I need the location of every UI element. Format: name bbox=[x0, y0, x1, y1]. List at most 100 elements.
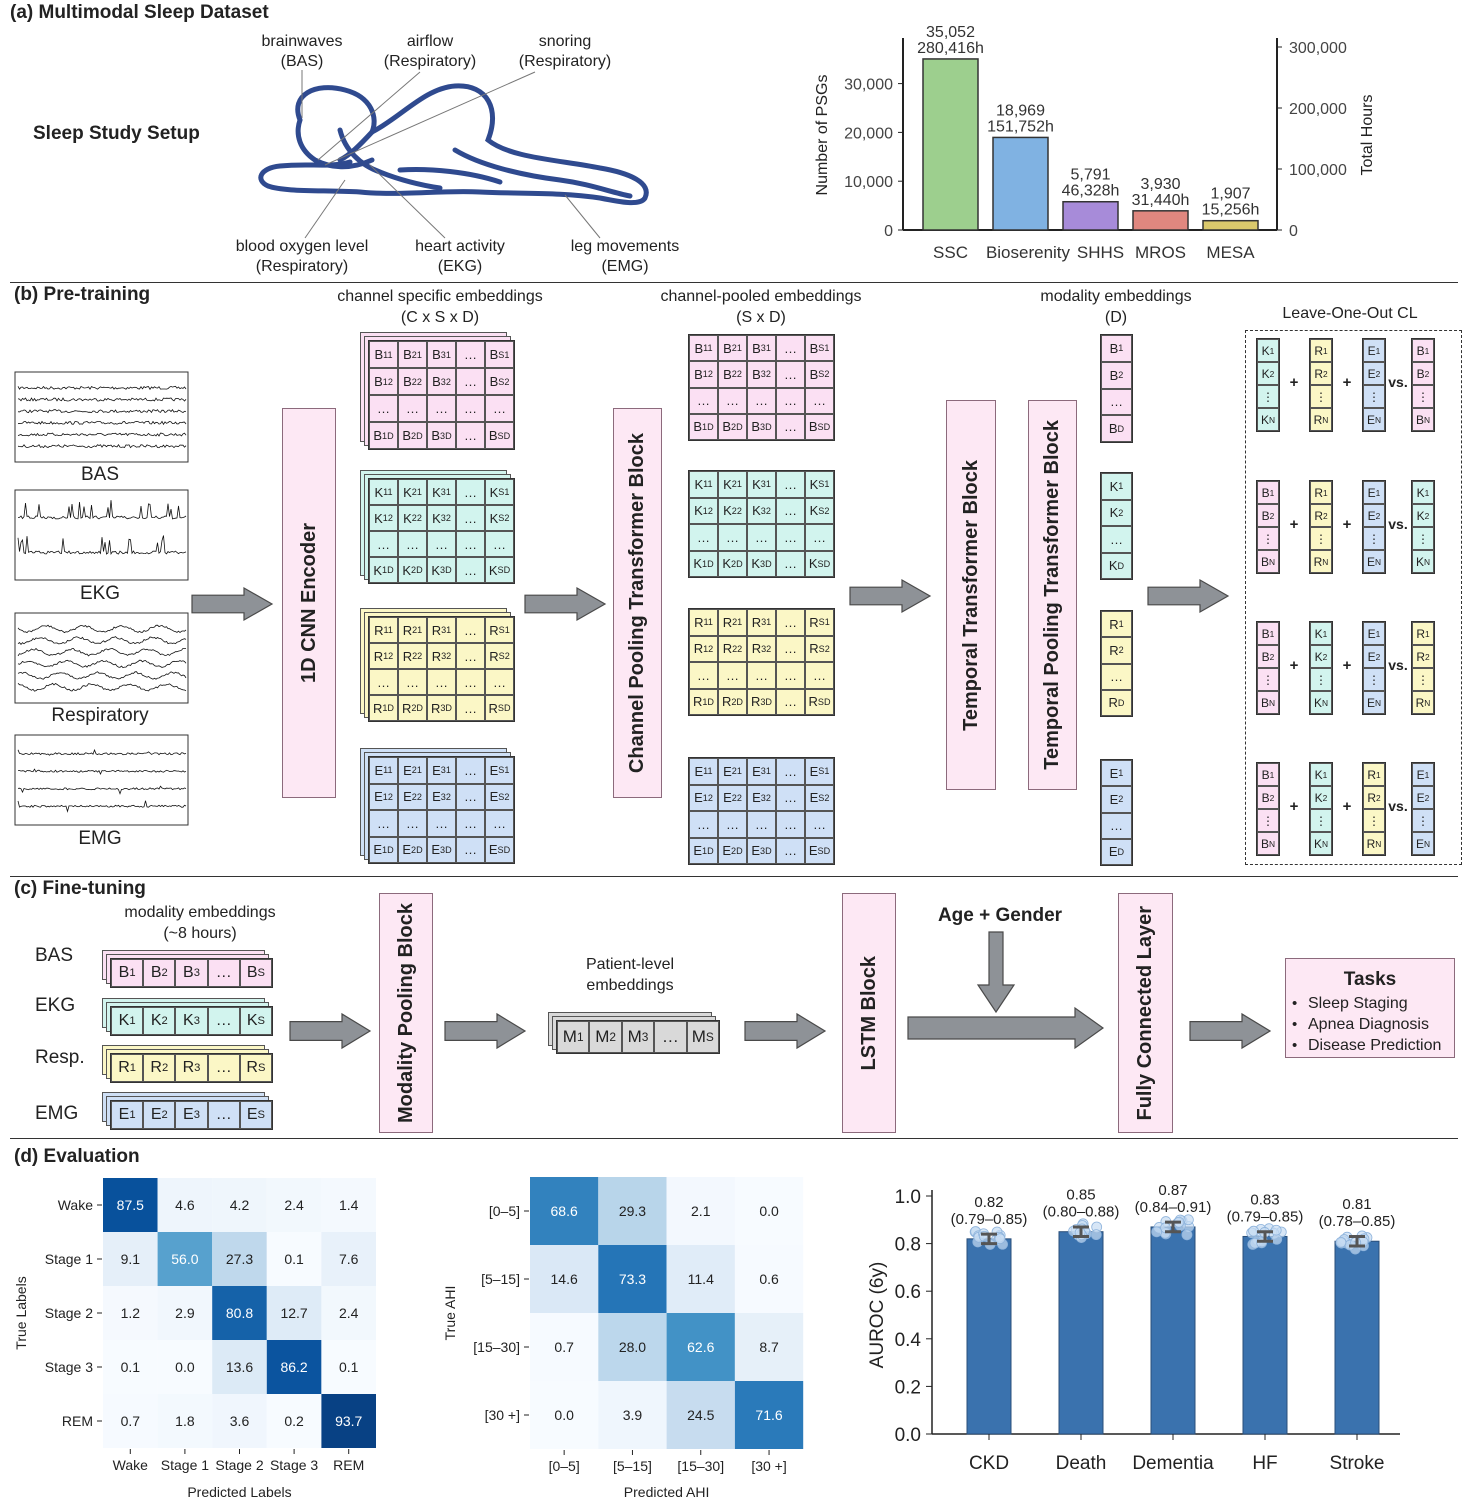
embedding-cell: ⋮ bbox=[1363, 809, 1385, 832]
heatmap-cell-value: 0.7 bbox=[121, 1413, 141, 1429]
lstm-block-label: LSTM Block bbox=[857, 955, 880, 1071]
embedding-cell: B 21 bbox=[398, 341, 427, 368]
heatmap-cell bbox=[321, 1178, 376, 1232]
bas-signal-trace bbox=[17, 385, 187, 391]
flow-arrow-icon bbox=[849, 578, 932, 614]
embedding-cell: E 32 bbox=[747, 784, 776, 811]
embedding-cell: K 2D bbox=[718, 550, 747, 577]
embedding-cell: … bbox=[1101, 388, 1132, 416]
channel-specific-dims: (C x S x D) bbox=[400, 309, 480, 326]
heatmap-cell bbox=[212, 1340, 267, 1394]
lstm-block: LSTM Block bbox=[842, 893, 896, 1133]
modality-embedding-column: R 1 R 2… R D bbox=[1100, 610, 1133, 717]
bar-ssc bbox=[922, 58, 979, 231]
cnn-encoder-block-label: 1D CNN Encoder bbox=[297, 522, 320, 684]
heatmap-cell bbox=[666, 1177, 735, 1245]
embedding-cell: … bbox=[456, 757, 485, 784]
embedding-cell: K S1 bbox=[805, 471, 834, 498]
embedding-cell: E 11 bbox=[369, 757, 398, 784]
heatmap-cell bbox=[321, 1394, 376, 1448]
y-tick-label: [0–5] bbox=[489, 1203, 520, 1219]
sensor-leader-line bbox=[304, 179, 346, 239]
sensor-leader-line bbox=[324, 71, 536, 166]
heatmap-cell bbox=[530, 1177, 599, 1245]
embedding-cell: B 32 bbox=[427, 368, 456, 395]
embedding-cell: B 32 bbox=[747, 361, 776, 388]
embedding-cell: … bbox=[398, 669, 427, 695]
heatmap-cell-value: 93.7 bbox=[335, 1413, 362, 1429]
error-bar bbox=[981, 1232, 997, 1246]
heatmap-cell bbox=[598, 1245, 667, 1313]
channel-pooled-title: channel-pooled embeddings bbox=[660, 288, 862, 305]
flow-arrow-icon bbox=[191, 586, 274, 622]
heatmap-cell-value: 2.1 bbox=[691, 1203, 711, 1219]
embedding-cell: … bbox=[689, 662, 718, 689]
embedding-cell: R 31 bbox=[427, 617, 456, 643]
y-axis-label: True Labels bbox=[13, 1276, 29, 1349]
x-tick-label: CKD bbox=[969, 1453, 1009, 1474]
x-tick-label: [5–15] bbox=[613, 1458, 652, 1474]
heatmap-cell bbox=[666, 1245, 735, 1313]
modality-embedding-column: K 1 K 2… K D bbox=[1100, 472, 1133, 580]
auroc-value-label: 0.81 bbox=[1342, 1196, 1371, 1213]
fully-connected-layer: Fully Connected Layer bbox=[1118, 893, 1173, 1133]
heatmap-cell-value: 8.7 bbox=[759, 1339, 779, 1355]
temporal-pooling-transformer-block: Temporal Pooling Transformer Block bbox=[1028, 400, 1077, 790]
sensor-label: snoring bbox=[538, 33, 592, 50]
embedding-cell: R 1D bbox=[689, 688, 718, 715]
auroc-value-label: 0.85 bbox=[1066, 1187, 1095, 1204]
embedding-cell: E 1D bbox=[689, 837, 718, 864]
flow-arrow-icon bbox=[1189, 1012, 1272, 1050]
channel-specific-matrix: R 11 R 21 R 31… R S1 R 12 R 22 R 32… R S2…………… R 1D R 2D R 3D… bbox=[368, 616, 515, 722]
heatmap-cell bbox=[598, 1381, 667, 1449]
loo-embedding-column: E 1 E 2 ⋮ E N bbox=[1362, 621, 1386, 715]
heatmap-cell-value: 13.6 bbox=[226, 1359, 253, 1375]
x-tick-label: Stroke bbox=[1330, 1453, 1385, 1474]
y-axis-label: Number of PSGs bbox=[814, 75, 831, 196]
embedding-cell: B 31 bbox=[747, 335, 776, 362]
loo-embedding-column: B 1 B 2 ⋮ B N bbox=[1256, 762, 1280, 856]
sleep-study-setup-label: Sleep Study Setup bbox=[33, 123, 200, 144]
ekg-signal-trace bbox=[17, 500, 187, 520]
embedding-cell: R S1 bbox=[485, 617, 514, 643]
x-tick-label: Stage 2 bbox=[215, 1457, 263, 1473]
bar-hours-label: 280,416h bbox=[917, 40, 984, 57]
embedding-cell: … bbox=[654, 1021, 687, 1053]
heatmap-cell-value: 0.1 bbox=[284, 1251, 304, 1267]
section-b-title: (b) Pre-training bbox=[14, 284, 151, 305]
auroc-ci-label: (0.78–0.85) bbox=[1319, 1213, 1396, 1230]
section-d-title: (d) Evaluation bbox=[14, 1146, 140, 1167]
patient-level-title: embeddings bbox=[586, 977, 674, 994]
heatmap-cell bbox=[266, 1340, 322, 1394]
plus-sign: + bbox=[1289, 798, 1299, 815]
embedding-cell: … bbox=[398, 531, 427, 557]
section-a-title: (a) Multimodal Sleep Dataset bbox=[10, 2, 269, 23]
embedding-cell: … bbox=[456, 341, 485, 368]
leave-one-out-title: Leave-One-Out CL bbox=[1282, 305, 1418, 322]
y-tick-label: 0 bbox=[884, 223, 893, 240]
sensor-label-modality: (Respiratory) bbox=[255, 258, 349, 275]
embedding-cell: … bbox=[718, 524, 747, 551]
auroc-bar-hf bbox=[1242, 1235, 1288, 1435]
embedding-cell: … bbox=[485, 810, 514, 837]
embedding-cell: … bbox=[776, 609, 805, 636]
embedding-cell: B S1 bbox=[485, 341, 514, 368]
auroc-bar-ckd bbox=[966, 1238, 1012, 1435]
heatmap-cell bbox=[103, 1178, 158, 1232]
respiratory-signal-trace bbox=[17, 624, 187, 634]
